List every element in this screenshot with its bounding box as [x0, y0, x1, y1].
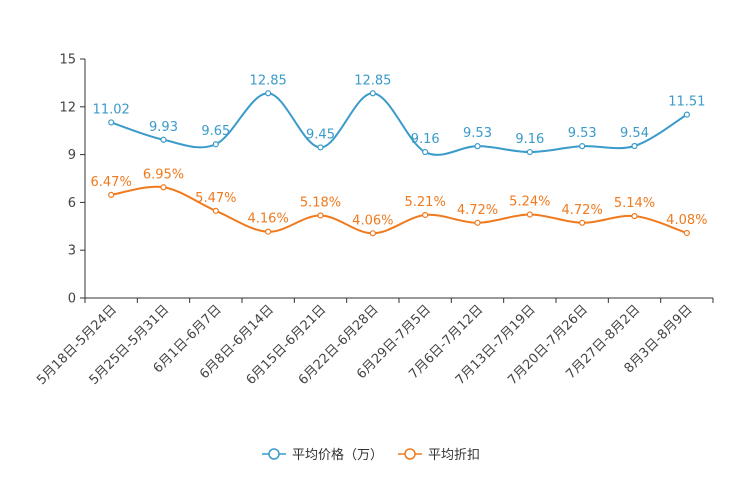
data-point[interactable]	[474, 219, 481, 226]
data-point[interactable]	[160, 184, 167, 191]
data-label: 11.51	[668, 95, 705, 110]
data-label: 4.16%	[248, 212, 289, 227]
legend-label[interactable]: 平均折扣	[428, 448, 480, 463]
data-label: 5.18%	[300, 195, 341, 210]
data-point[interactable]	[579, 143, 586, 150]
legend-swatch-marker[interactable]	[404, 448, 416, 460]
data-point[interactable]	[265, 228, 272, 235]
data-label: 6.95%	[143, 167, 184, 182]
data-label: 12.85	[354, 73, 391, 88]
data-point[interactable]	[422, 211, 429, 219]
y-tick-label: 9	[68, 148, 76, 163]
y-tick-label: 12	[59, 100, 76, 115]
data-point[interactable]	[108, 191, 115, 199]
series-line-0	[110, 92, 688, 156]
data-label: 9.54	[620, 126, 649, 141]
data-point[interactable]	[212, 141, 219, 148]
data-point[interactable]	[683, 229, 690, 237]
data-label: 4.72%	[457, 203, 498, 218]
y-tick-label: 15	[59, 53, 76, 68]
data-point[interactable]	[369, 230, 376, 237]
data-label: 4.08%	[666, 213, 707, 228]
data-label: 9.45	[306, 127, 335, 142]
series-line-1	[110, 185, 688, 235]
data-label: 5.14%	[614, 196, 655, 211]
data-point[interactable]	[631, 142, 638, 150]
data-label: 5.24%	[509, 195, 550, 210]
data-point[interactable]	[474, 143, 481, 150]
data-label: 12.85	[250, 73, 287, 88]
y-tick-label: 0	[68, 292, 76, 307]
data-label: 4.06%	[352, 213, 393, 228]
data-point[interactable]	[369, 90, 376, 97]
legend-label[interactable]: 平均价格（万）	[292, 447, 383, 463]
data-label: 9.16	[515, 132, 544, 147]
data-point[interactable]	[108, 119, 115, 126]
data-label: 4.72%	[562, 203, 603, 218]
data-point[interactable]	[317, 144, 324, 151]
data-point[interactable]	[265, 90, 272, 97]
data-label: 9.16	[411, 132, 440, 147]
y-tick-label: 3	[68, 244, 76, 259]
data-point[interactable]	[317, 212, 324, 219]
data-point[interactable]	[526, 211, 533, 218]
data-label: 9.65	[201, 124, 230, 139]
y-tick-label: 6	[68, 196, 76, 211]
data-point[interactable]	[631, 213, 638, 220]
legend-swatch-marker[interactable]	[268, 448, 280, 460]
data-label: 6.47%	[91, 175, 132, 190]
data-point[interactable]	[160, 136, 167, 143]
data-point[interactable]	[212, 207, 219, 214]
data-label: 9.53	[568, 126, 597, 141]
data-label: 5.21%	[405, 195, 446, 210]
data-label: 9.93	[149, 120, 178, 135]
data-label: 11.02	[93, 102, 130, 117]
data-point[interactable]	[526, 148, 533, 156]
data-point[interactable]	[683, 111, 690, 118]
data-label: 5.47%	[195, 191, 236, 206]
data-label: 9.53	[463, 126, 492, 141]
data-point[interactable]	[579, 219, 586, 226]
data-point[interactable]	[422, 148, 429, 156]
